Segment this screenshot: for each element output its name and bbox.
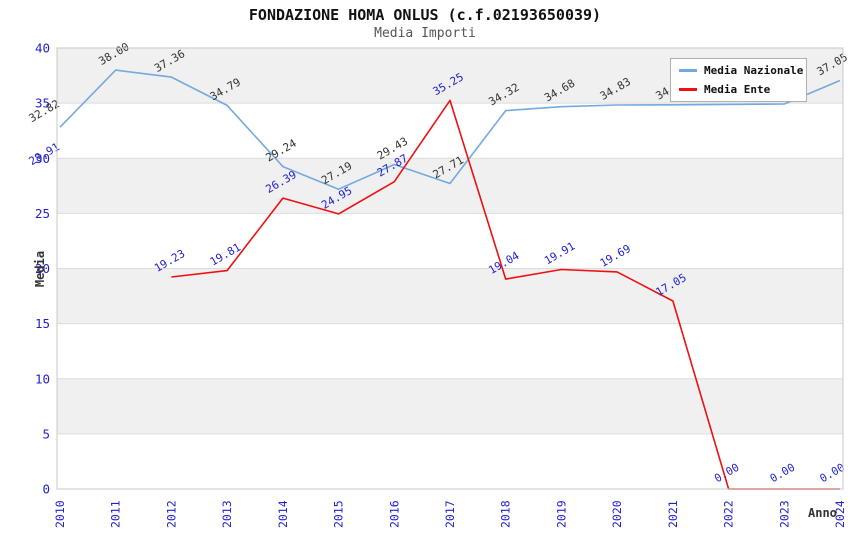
x-tick-label: 2020 (610, 500, 624, 528)
x-tick-label: 2018 (499, 500, 513, 528)
x-tick-label: 2017 (443, 500, 457, 528)
y-tick-label: 10 (35, 371, 50, 386)
x-tick-label: 2023 (777, 500, 791, 528)
y-tick-label: 25 (35, 206, 50, 221)
x-tick-label: 2021 (666, 500, 680, 528)
media-ente-line-swatch (679, 87, 697, 91)
legend-label-media-nazionale: Media Nazionale (704, 64, 804, 78)
legend-item-media-ente: Media Ente (671, 83, 806, 96)
grid-band (57, 378, 843, 434)
chart-title: FONDAZIONE HOMA ONLUS (c.f.02193650039) (248, 6, 602, 24)
x-tick-label: 2022 (722, 500, 736, 528)
point-label: 19.69 (598, 242, 633, 270)
y-tick-label: 20 (35, 261, 50, 276)
x-tick-label: 2016 (387, 500, 401, 528)
x-axis-title: Anno (808, 506, 837, 520)
x-tick-label: 2010 (53, 500, 67, 528)
y-tick-label: 40 (35, 41, 50, 56)
y-tick-label: 0 (42, 482, 50, 497)
y-tick-label: 15 (35, 316, 50, 331)
legend-label-media-ente: Media Ente (704, 82, 771, 96)
media-nazionale-line-swatch (679, 69, 697, 73)
y-tick-label: 35 (35, 96, 50, 111)
x-tick-label: 2014 (276, 500, 290, 528)
grid-band (57, 268, 843, 324)
grid-band (57, 158, 843, 214)
legend-item-media-nazionale: Media Nazionale (671, 64, 806, 77)
point-label: 19.81 (208, 241, 243, 269)
y-tick-label: 5 (42, 426, 50, 441)
point-label: 19.91 (542, 240, 577, 268)
y-axis-title: Media (33, 250, 47, 288)
x-tick-label: 2019 (554, 500, 568, 528)
x-tick-label: 2024 (833, 500, 847, 528)
chart-subtitle: Media Importi (374, 26, 476, 41)
x-tick-label: 2011 (109, 500, 123, 528)
x-tick-label: 2015 (332, 500, 346, 528)
series-line-media-nazionale (59, 69, 841, 190)
x-tick-label: 2013 (220, 500, 234, 528)
plot-border (56, 47, 844, 490)
y-tick-label: 30 (35, 151, 50, 166)
legend: Media Nazionale Media Ente (670, 58, 807, 102)
point-label: 0.00 (768, 461, 797, 486)
x-tick-label: 2012 (164, 500, 178, 528)
